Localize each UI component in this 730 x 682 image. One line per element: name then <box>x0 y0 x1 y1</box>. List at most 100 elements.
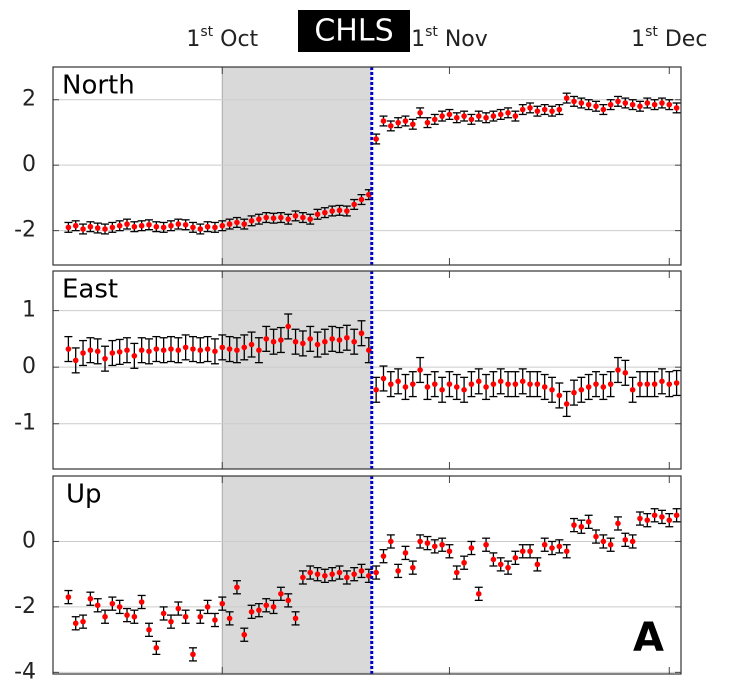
marker <box>322 209 328 216</box>
marker <box>278 337 284 343</box>
marker <box>637 381 643 387</box>
marker <box>336 337 343 343</box>
marker <box>571 389 577 396</box>
marker <box>505 110 511 116</box>
marker <box>563 95 570 101</box>
marker <box>424 540 431 546</box>
marker <box>146 221 152 228</box>
marker <box>468 381 475 387</box>
marker <box>622 100 629 106</box>
marker <box>87 347 94 354</box>
marker <box>637 103 643 110</box>
marker <box>651 512 658 519</box>
marker <box>358 330 365 337</box>
y-tick-label: -4 <box>14 659 36 682</box>
marker <box>666 381 673 387</box>
marker <box>519 378 526 385</box>
panel-label: Up <box>66 480 102 510</box>
marker <box>285 216 292 222</box>
marker <box>124 347 130 354</box>
marker <box>483 541 489 548</box>
marker <box>600 384 607 390</box>
marker <box>549 108 555 114</box>
marker <box>226 221 233 227</box>
marker <box>160 224 167 231</box>
highlight-span <box>222 67 372 265</box>
marker <box>102 226 108 232</box>
marker <box>475 378 482 385</box>
marker <box>146 627 152 633</box>
marker <box>417 367 423 373</box>
marker <box>395 119 401 126</box>
marker <box>109 224 116 231</box>
marker <box>278 214 284 221</box>
marker <box>637 515 643 522</box>
marker <box>212 348 218 355</box>
marker <box>373 569 379 576</box>
marker <box>204 604 211 610</box>
panel-label: East <box>62 275 118 305</box>
marker <box>512 113 519 119</box>
marker <box>366 191 372 198</box>
marker <box>292 213 299 219</box>
marker <box>431 381 438 387</box>
marker <box>160 347 167 354</box>
marker <box>116 604 123 610</box>
marker <box>417 110 423 116</box>
marker <box>409 381 416 387</box>
marker <box>607 541 614 548</box>
marker <box>72 357 79 364</box>
marker <box>65 594 72 600</box>
marker <box>160 610 167 617</box>
marker <box>453 384 460 390</box>
marker <box>256 347 262 354</box>
y-tick-label: 0 <box>22 528 36 553</box>
marker <box>234 219 240 226</box>
marker <box>483 384 489 390</box>
marker <box>402 118 409 124</box>
marker <box>615 367 621 373</box>
marker <box>263 214 270 221</box>
marker <box>351 201 357 208</box>
marker <box>102 613 108 620</box>
marker <box>461 113 467 119</box>
marker <box>153 223 160 230</box>
marker <box>351 338 357 345</box>
marker <box>556 543 563 550</box>
marker <box>673 105 680 111</box>
marker <box>322 338 328 345</box>
marker <box>600 538 607 545</box>
marker <box>644 381 651 387</box>
marker <box>182 221 189 228</box>
marker <box>190 224 196 231</box>
marker <box>270 604 277 610</box>
marker <box>248 341 255 348</box>
marker <box>182 344 189 351</box>
marker <box>439 387 445 393</box>
marker <box>622 537 629 543</box>
panel-label: North <box>62 71 135 101</box>
marker <box>226 615 233 622</box>
marker <box>182 613 189 620</box>
marker <box>490 381 497 387</box>
marker <box>409 121 416 128</box>
marker <box>527 548 533 555</box>
marker <box>534 381 541 387</box>
marker <box>512 381 519 387</box>
marker <box>366 347 372 354</box>
marker <box>65 346 72 352</box>
marker <box>431 543 438 550</box>
marker <box>402 550 409 556</box>
x-tick-label: 1st Dec <box>631 24 707 52</box>
marker <box>80 350 86 356</box>
marker <box>673 380 680 386</box>
marker <box>615 98 621 105</box>
marker <box>424 384 431 390</box>
marker <box>124 221 130 227</box>
marker <box>263 336 270 342</box>
marker <box>307 336 314 342</box>
marker <box>285 323 292 330</box>
marker <box>431 116 438 123</box>
marker <box>204 223 211 230</box>
marker <box>292 338 299 345</box>
